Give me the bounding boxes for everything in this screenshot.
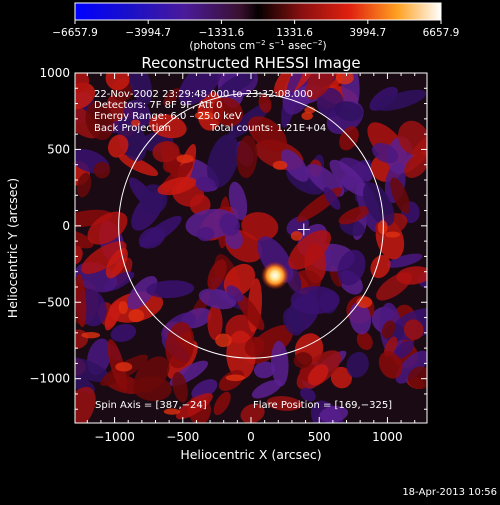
flare-source [261, 261, 290, 290]
x-tick-label: −1000 [94, 430, 135, 444]
y-tick-label: 0 [62, 219, 70, 233]
colorbar-tick-label: 6657.9 [423, 27, 460, 39]
solar-limb-circle [118, 92, 384, 359]
x-tick-label: 0 [247, 430, 255, 444]
y-tick-label: 1000 [39, 66, 70, 80]
spin-axis-label: Spin Axis = [387,−24] [95, 400, 207, 411]
spin-axis-marker [297, 223, 310, 236]
method: Back Projection [94, 123, 171, 134]
colorbar-tick-label: −6657.9 [52, 27, 98, 39]
time-range: 22‑Nov‑2002 23:29:48.000 to 23:32:08.000 [94, 89, 313, 100]
colorbar-ticks: −6657.9 −3994.7 −1331.6 1331.6 3994.7 6657.9 [52, 20, 459, 39]
footer-timestamp: 18‑Apr‑2013 10:56 [402, 487, 497, 498]
chart-title: Reconstructed RHESSI Image [141, 54, 360, 72]
total-counts: Total counts: 1.21E+04 [209, 123, 326, 134]
colorbar-tick-label: 1331.6 [276, 27, 313, 39]
flare-position-label: Flare Position = [169,−325] [253, 400, 392, 411]
colorbar-units: (photons cm−2 s−1 asec−2) [189, 39, 326, 52]
detectors: Detectors: 7F 8F 9F, Att 0 [94, 100, 222, 111]
y-tick-label: −500 [37, 295, 70, 309]
colorbar-tick-label: 3994.7 [349, 27, 386, 39]
colorbar-tick-label: −3994.7 [125, 27, 171, 39]
y-tick-label: 500 [47, 142, 70, 156]
colorbar-tick-label: −1331.6 [199, 27, 245, 39]
x-tick-label: 500 [308, 430, 331, 444]
axis-ticks: −1000 −500 0 500 1000 1000 500 0 −500 −1000 [29, 66, 427, 444]
colorbar [74, 2, 442, 21]
y-axis-label: Heliocentric Y (arcsec) [5, 178, 20, 318]
x-tick-label: −500 [166, 430, 199, 444]
x-axis-label: Heliocentric X (arcsec) [180, 447, 321, 462]
x-tick-label: 1000 [372, 430, 403, 444]
y-tick-label: −1000 [29, 372, 70, 386]
heatmap-image [75, 73, 427, 423]
energy-range: Energy Range: 6.0 – 25.0 keV [94, 111, 242, 122]
